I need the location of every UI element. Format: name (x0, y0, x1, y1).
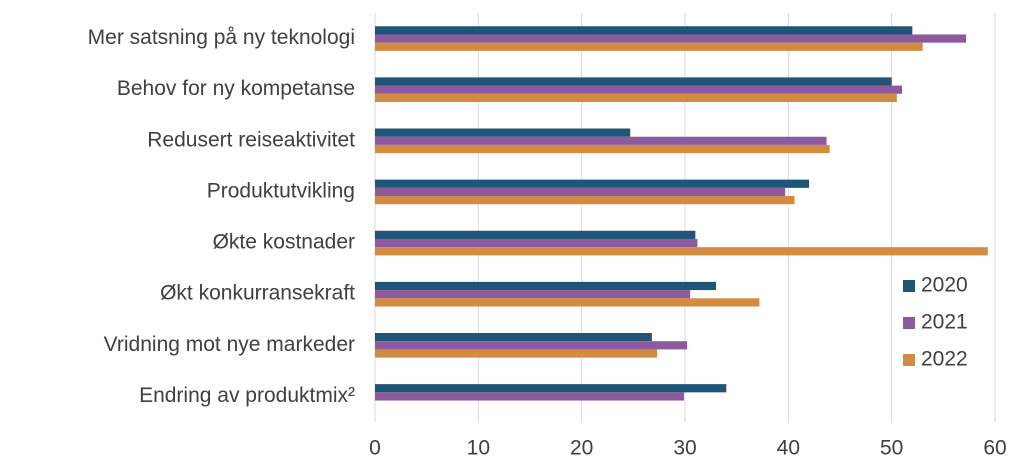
bar (375, 42, 923, 51)
x-tick-label: 50 (880, 437, 903, 460)
bar (375, 93, 897, 102)
bar (375, 144, 830, 154)
bar (375, 230, 696, 239)
y-tick-label: Produktutvikling (207, 179, 355, 202)
legend-swatch (903, 354, 915, 366)
legend-swatch (903, 317, 915, 329)
x-tick-label: 60 (983, 437, 1006, 460)
bar (375, 238, 698, 248)
bar (375, 128, 631, 137)
x-tick-label: 0 (369, 437, 381, 460)
y-tick-label: Mer satsning på ny teknologi (88, 26, 355, 49)
y-tick-label: Endring av produktmix² (139, 384, 355, 407)
bar (375, 384, 727, 393)
bar (375, 85, 902, 94)
bar (375, 26, 913, 35)
x-tick-label: 20 (570, 437, 593, 460)
bar (375, 341, 688, 350)
y-tick-label: Økte kostnader (213, 231, 355, 254)
x-tick-label: 10 (467, 437, 490, 460)
bar (375, 34, 967, 43)
y-tick-label: Økt konkurransekraft (160, 282, 355, 305)
legend-swatch (903, 280, 915, 292)
bar (375, 179, 809, 188)
bar (375, 298, 760, 307)
y-tick-label: Vridning mot nye markeder (104, 333, 355, 356)
bar (375, 136, 827, 145)
bar (375, 290, 691, 299)
x-tick-label: 40 (777, 437, 800, 460)
y-tick-label: Behov for ny kompetanse (117, 77, 355, 100)
bar (375, 196, 795, 205)
bar (375, 349, 658, 358)
legend-label: 2022 (921, 348, 968, 371)
x-tick-label: 30 (673, 437, 696, 460)
legend-label: 2020 (921, 274, 968, 297)
bar (375, 187, 786, 197)
bar (375, 77, 892, 86)
bar (375, 281, 716, 291)
bar (375, 392, 684, 401)
bar (375, 333, 652, 342)
y-tick-label: Redusert reiseaktivitet (147, 128, 355, 151)
legend-label: 2021 (921, 311, 968, 334)
bar (375, 247, 988, 256)
